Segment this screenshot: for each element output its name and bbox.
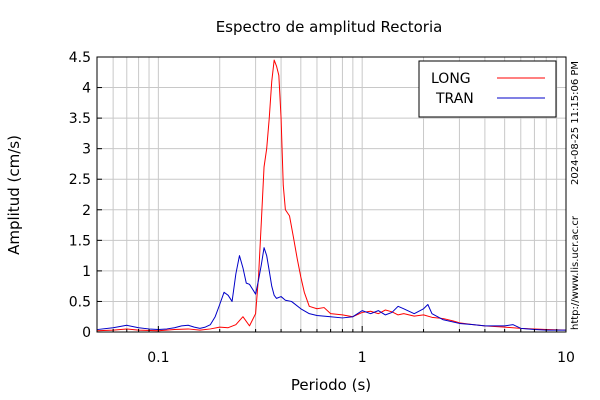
axis-ticks: 0 0.5 1 1.5 2 2.5 3 3.5 4 4.5 0.1 1 10 — [69, 50, 575, 366]
x-tick-label: 10 — [557, 350, 575, 366]
plot-frame — [96, 56, 567, 333]
timestamp-text: 2024-08-25 11:15:06 PM — [570, 61, 581, 185]
y-tick-label: 4.5 — [69, 50, 91, 66]
series-layer — [96, 59, 567, 332]
y-tick-label: 0 — [82, 325, 91, 341]
y-tick-label: 3.5 — [69, 111, 91, 127]
y-tick-label: 1 — [82, 264, 91, 280]
x-axis-label: Periodo (s) — [291, 376, 371, 394]
y-tick-label: 4 — [82, 81, 91, 97]
x-tick-label: 0.1 — [147, 350, 169, 366]
series-line-long — [96, 59, 567, 332]
y-tick-label: 2.5 — [69, 172, 91, 188]
y-tick-label: 1.5 — [69, 233, 91, 249]
x-tick-label: 1 — [358, 350, 367, 366]
y-tick-label: 0.5 — [69, 294, 91, 310]
y-tick-label: 3 — [82, 142, 91, 158]
y-tick-label: 2 — [82, 203, 91, 219]
legend-label-tran: TRAN — [435, 91, 474, 107]
legend: LONG TRAN — [418, 60, 557, 118]
legend-label-long: LONG — [431, 71, 471, 87]
series-line-tran — [96, 247, 566, 331]
source-url-text: http://www.lis.ucr.ac.cr — [570, 215, 581, 330]
chart-title: Espectro de amplitud Rectoria — [216, 18, 443, 36]
legend-box — [418, 60, 557, 118]
y-axis-label: Amplitud (cm/s) — [5, 135, 23, 255]
